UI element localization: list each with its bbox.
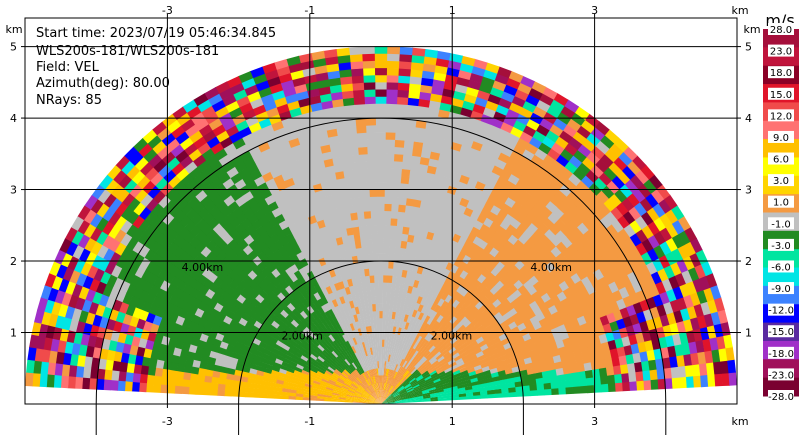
y-tick-label-right: 3	[745, 184, 752, 197]
range-rings: 2.00km 2.00km 4.00km 4.00km	[95, 117, 667, 435]
colorbar-label: 1.0	[773, 198, 789, 209]
x-tick-label-bottom: -1	[304, 415, 315, 428]
x-tick-label-top: 1	[449, 4, 456, 17]
y-tick-label-left: 4	[10, 112, 17, 125]
colorbar-label: -3.0	[771, 241, 791, 252]
x-unit-label-bottom: km	[731, 415, 748, 428]
x-tick-label-bottom: 3	[591, 415, 598, 428]
x-tick-label-top: -1	[304, 4, 315, 17]
colorbar-label: 28.0	[770, 25, 792, 36]
colorbar-label: 6.0	[773, 155, 789, 166]
y-tick-label-left: 5	[10, 41, 17, 54]
y-tick-label-right: 5	[745, 41, 752, 54]
instrument-label: WLS200s-181/WLS200s-181	[36, 44, 220, 59]
range-ring-label: 4.00km	[182, 261, 224, 274]
y-tick-label-right: 4	[745, 112, 752, 125]
y-tick-label-left: 3	[10, 184, 17, 197]
y-unit-label-right: km	[743, 23, 760, 36]
range-ring-label: 2.00km	[431, 329, 473, 342]
y-tick-label-left: 2	[10, 255, 17, 268]
colorbar-swatches	[763, 29, 799, 397]
velocity-field	[25, 46, 737, 404]
x-tick-label-bottom: 1	[449, 415, 456, 428]
colorbar-label: -9.0	[771, 284, 791, 295]
colorbar-label: -18.0	[768, 349, 794, 360]
y-tick-label-right: 2	[745, 255, 752, 268]
colorbar-label: -28.0	[768, 392, 794, 403]
range-ring-label: 4.00km	[530, 261, 572, 274]
colorbar-label: -23.0	[768, 370, 794, 381]
colorbar-label: -15.0	[768, 327, 794, 338]
y-tick-label-right: 1	[745, 327, 752, 340]
nrays-label: NRays: 85	[36, 93, 102, 108]
field-label: Field: VEL	[36, 60, 99, 75]
x-tick-label-top: 3	[591, 4, 598, 17]
colorbar-label: 15.0	[770, 90, 792, 101]
axis-tick-labels: -3 -3 -1 -1 1 1 3 3 1 1 2 2 3 3 4 4 5 5 km km km km	[5, 4, 760, 428]
colorbar-label: -6.0	[771, 262, 791, 273]
colorbar-label: 18.0	[770, 68, 792, 79]
start-time-label: Start time: 2023/07/19 05:46:34.845	[36, 26, 277, 41]
axis-ticks	[21, 14, 741, 408]
colorbar-label: 23.0	[770, 47, 792, 58]
x-unit-label-top: km	[731, 4, 748, 17]
colorbar-label: -12.0	[768, 306, 794, 317]
x-tick-label-top: -3	[162, 4, 173, 17]
colorbar-label: -1.0	[771, 219, 791, 230]
colorbar-label: 9.0	[773, 133, 789, 144]
colorbar-labels: 28.0 23.0 18.0 15.0 12.0 9.0 6.0 3.0 1.0 -1.0 -3.0…	[768, 23, 794, 403]
range-ring-label: 2.00km	[281, 329, 323, 342]
y-unit-label-left: km	[5, 23, 22, 36]
x-tick-label-bottom: -3	[162, 415, 173, 428]
y-tick-label-left: 1	[10, 327, 17, 340]
colorbar-label: 3.0	[773, 176, 789, 187]
axes-frame	[24, 17, 738, 405]
azimuth-label: Azimuth(deg): 80.00	[36, 76, 170, 91]
colorbar-label: 12.0	[770, 111, 792, 122]
